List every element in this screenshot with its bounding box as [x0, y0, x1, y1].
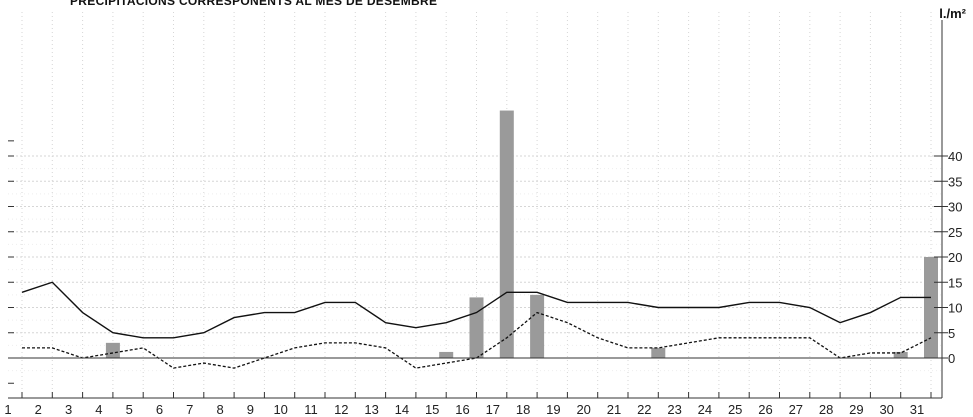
x-tick-label: 13 — [364, 402, 378, 417]
x-tick-label: 26 — [758, 402, 772, 417]
bar-day-16 — [469, 297, 484, 358]
x-tick-label: 17 — [486, 402, 500, 417]
y-tick-label: 0 — [948, 351, 955, 366]
x-tick-label: 14 — [395, 402, 409, 417]
bar-series: 49 — [105, 6, 938, 358]
x-tick-label: 12 — [334, 402, 348, 417]
x-tick-label: 25 — [728, 402, 742, 417]
y-tick-label: 25 — [948, 225, 962, 240]
x-tick-label: 7 — [186, 402, 193, 417]
bar-day-17 — [499, 110, 514, 358]
y-tick-label: 20 — [948, 250, 962, 265]
x-tick-label: 19 — [546, 402, 560, 417]
line-series — [21, 281, 932, 369]
y-tick-label: 10 — [948, 301, 962, 316]
x-tick-label: 8 — [216, 402, 223, 417]
bar-day-30 — [893, 351, 908, 358]
y-tick-labels: 0 5 10 15 20 25 30 35 40 — [948, 149, 962, 366]
y-tick-label: 5 — [948, 326, 955, 341]
x-tick-label: 1 — [4, 402, 11, 417]
x-tick-label: 10 — [273, 402, 287, 417]
x-tick-label: 3 — [65, 402, 72, 417]
x-tick-label: 23 — [667, 402, 681, 417]
y-tick-label: 30 — [948, 200, 962, 215]
x-tick-label: 16 — [455, 402, 469, 417]
x-tick-label: 15 — [425, 402, 439, 417]
bar-day-22 — [651, 347, 666, 358]
y-tick-label: 40 — [948, 149, 962, 164]
bar-annotation: 49 — [502, 6, 514, 18]
x-tick-labels: 1 2 3 4 5 6 7 8 9 10 11 12 13 14 15 16 17 18 19 20 21 22 23 24 2… — [4, 402, 924, 417]
y-tick-label: 35 — [948, 174, 962, 189]
x-tick-label: 6 — [156, 402, 163, 417]
x-tick-label: 24 — [698, 402, 712, 417]
x-tick-label: 9 — [247, 402, 254, 417]
x-tick-label: 27 — [789, 402, 803, 417]
x-tick-label: 29 — [849, 402, 863, 417]
chart-title: PRECIPITACIONS CORRESPONENTS AL MES DE D… — [70, 0, 437, 8]
x-tick-label: 2 — [35, 402, 42, 417]
bar-day-15 — [439, 351, 454, 358]
y-tick-label: 15 — [948, 275, 962, 290]
x-tick-label: 28 — [819, 402, 833, 417]
bar-day-18 — [530, 294, 545, 358]
y-axis-unit: l./m² — [939, 6, 966, 21]
x-tick-label: 11 — [304, 402, 318, 417]
bar-day-4 — [105, 342, 120, 358]
x-tick-label: 18 — [516, 402, 530, 417]
x-tick-label: 4 — [95, 402, 102, 417]
x-tick-label: 31 — [910, 402, 924, 417]
axes — [8, 20, 948, 399]
line-series-dashed — [22, 311, 932, 369]
x-tick-label: 20 — [576, 402, 590, 417]
line-series-solid — [21, 281, 931, 339]
x-tick-label: 22 — [637, 402, 651, 417]
x-tick-label: 5 — [126, 402, 133, 417]
x-tick-label: 30 — [879, 402, 893, 417]
x-tick-label: 21 — [607, 402, 621, 417]
